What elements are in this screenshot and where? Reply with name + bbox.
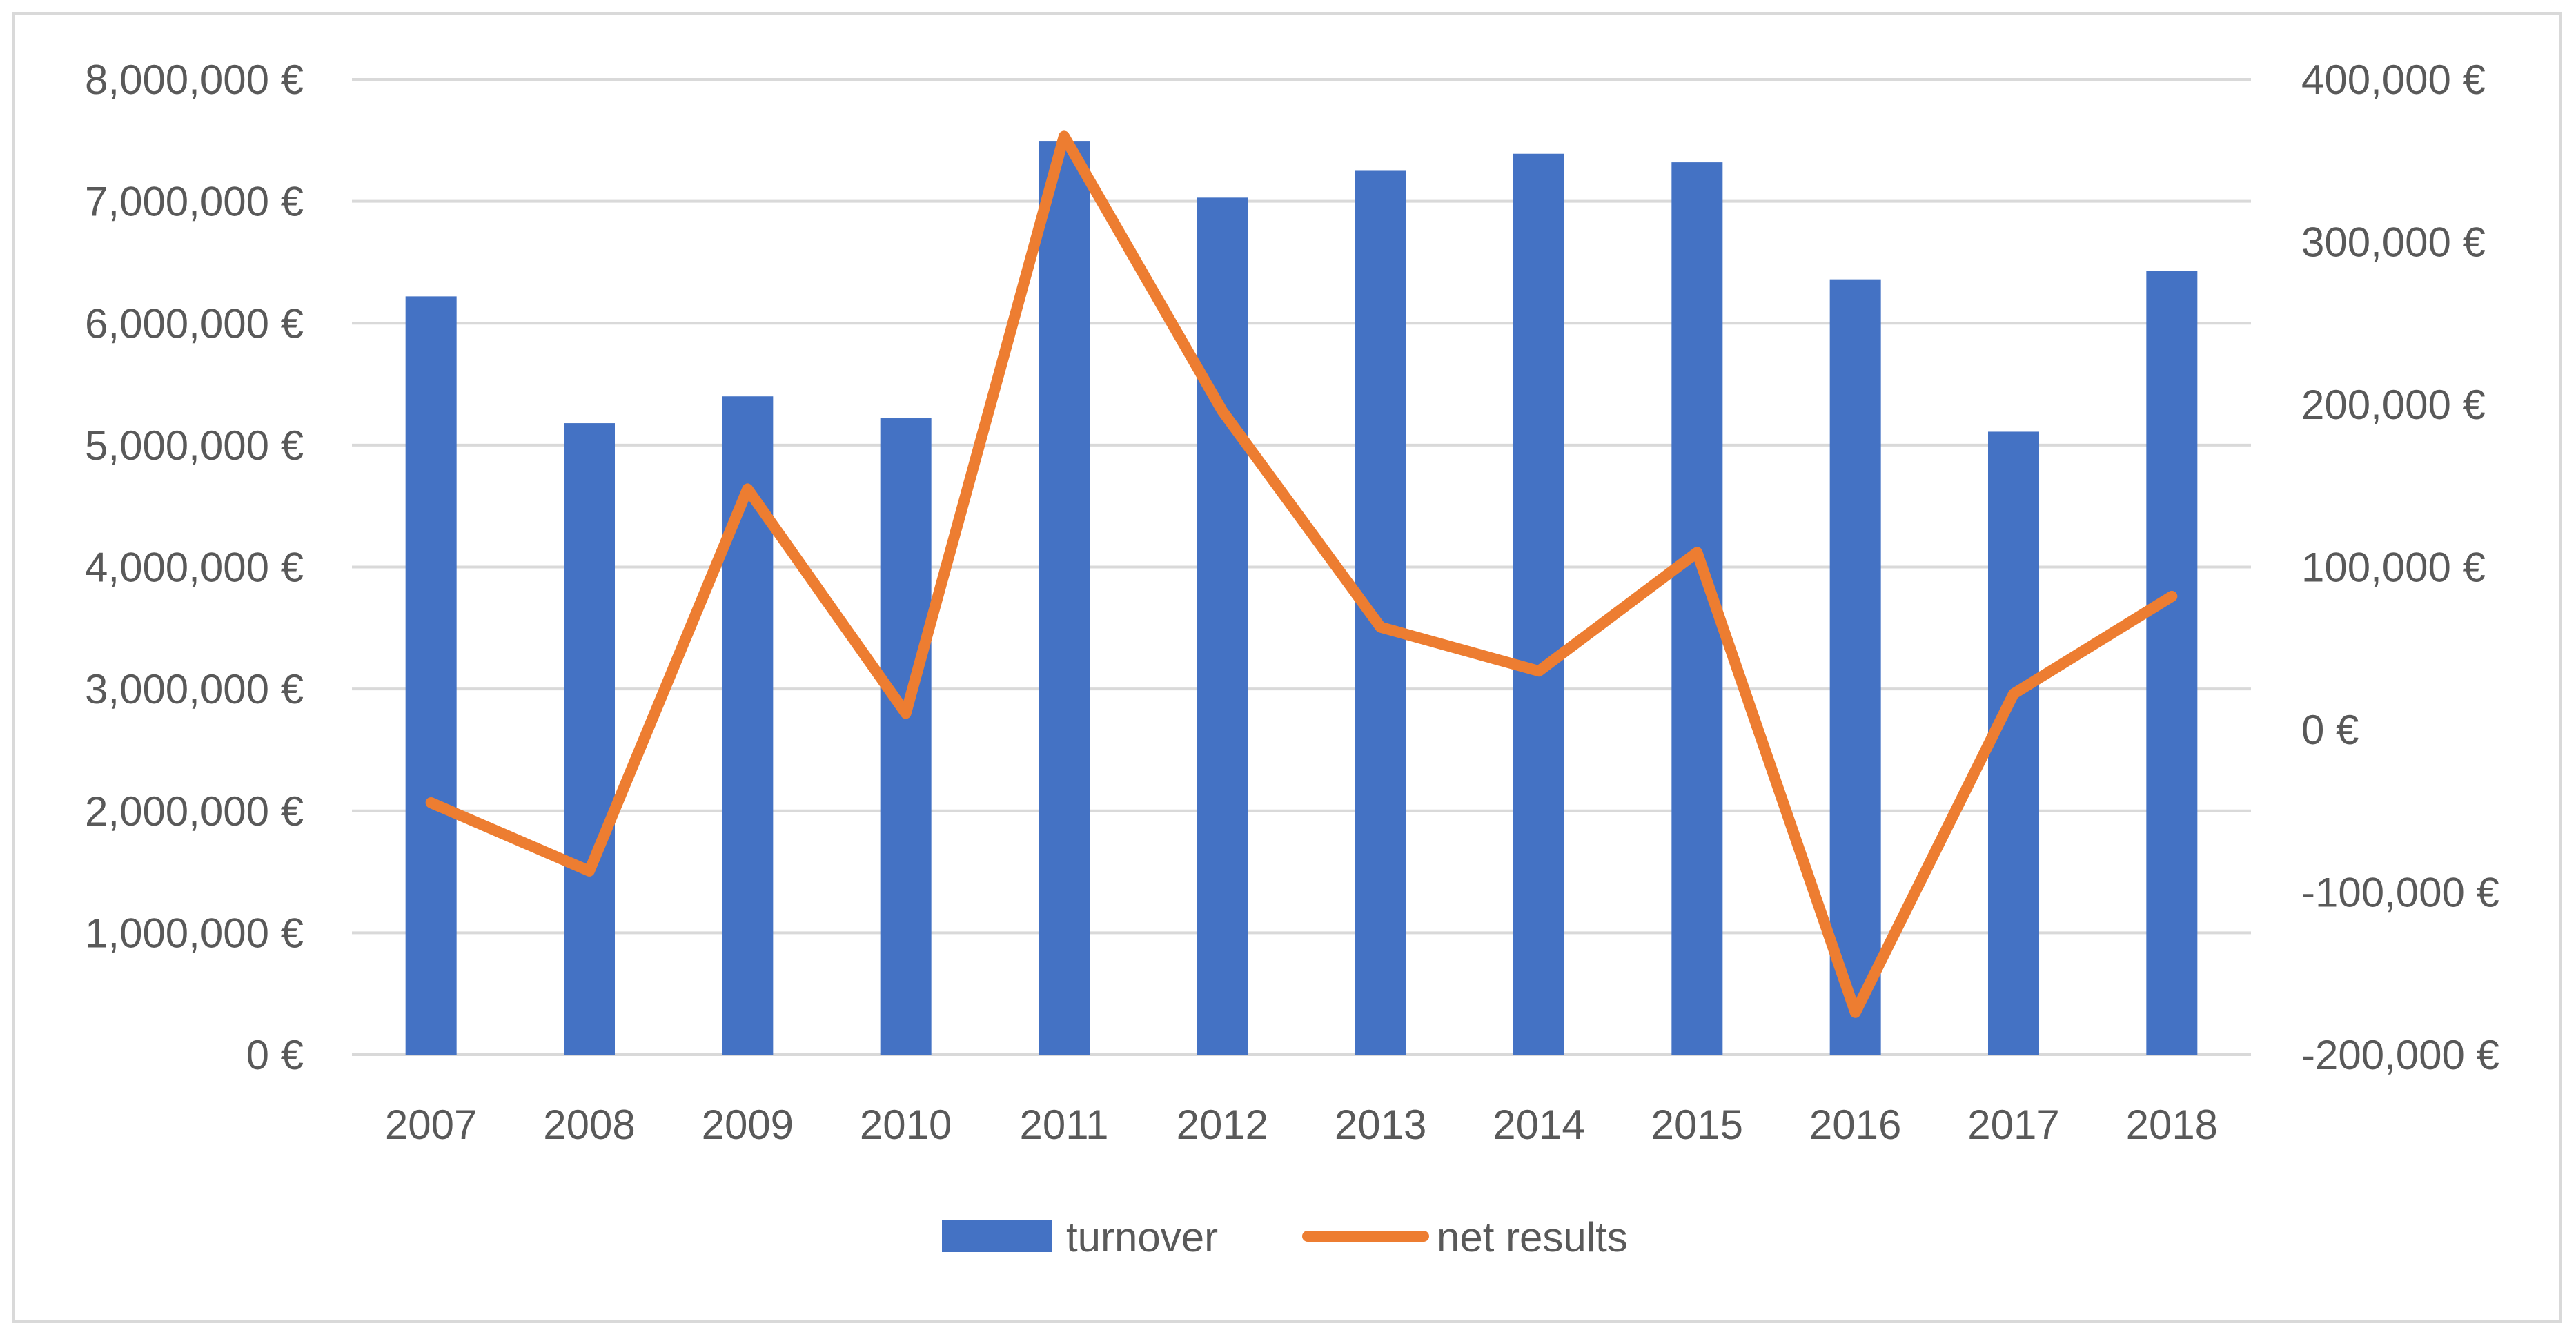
x-axis-tick-labels: 2007 2008 2009 2010 2011 2012 2013 2014 2015 2016… [385, 1102, 2218, 1148]
x-tick-label-2012: 2012 [1177, 1102, 1268, 1148]
turnover-bars [405, 141, 2198, 1055]
x-tick-label-2008: 2008 [543, 1102, 635, 1148]
right-tick-label: 0 € [2301, 707, 2359, 753]
turnover-bar-2010 [880, 418, 932, 1055]
legend-label-net-results: net results [1437, 1214, 1628, 1260]
turnover-bar-2017 [1988, 431, 2039, 1055]
left-tick-label: 0 € [246, 1032, 304, 1078]
left-tick-label: 6,000,000 € [85, 300, 304, 347]
left-tick-label: 7,000,000 € [85, 179, 304, 225]
x-tick-label-2017: 2017 [1967, 1102, 2059, 1148]
x-tick-label-2007: 2007 [385, 1102, 477, 1148]
turnover-bar-2007 [405, 296, 457, 1055]
right-tick-label: 200,000 € [2301, 382, 2486, 428]
net-results-line-layer [425, 130, 2178, 1018]
right-tick-label: 300,000 € [2301, 219, 2486, 266]
turnover-bar-2016 [1829, 279, 1881, 1055]
x-tick-label-2015: 2015 [1651, 1102, 1743, 1148]
left-axis-tick-labels: 0 € 1,000,000 € 2,000,000 € 3,000,000 € 4,00… [85, 57, 304, 1078]
left-tick-label: 5,000,000 € [85, 422, 304, 469]
x-tick-label-2016: 2016 [1809, 1102, 1901, 1148]
net-results-line [425, 130, 2178, 1018]
x-tick-label-2009: 2009 [702, 1102, 794, 1148]
x-tick-label-2013: 2013 [1335, 1102, 1426, 1148]
x-tick-label-2010: 2010 [860, 1102, 952, 1148]
gridlines [352, 78, 2251, 1056]
right-axis-tick-labels: -200,000 € -100,000 € 0 € 100,000 € 200,000 … [2301, 57, 2499, 1078]
left-tick-label: 1,000,000 € [85, 910, 304, 956]
turnover-bar-2014 [1513, 153, 1564, 1055]
right-tick-label: -100,000 € [2301, 870, 2499, 916]
turnover-bar-2018 [2146, 271, 2198, 1055]
turnover-bar-2011 [1039, 141, 1090, 1055]
turnover-bar-2013 [1355, 170, 1406, 1055]
left-tick-label: 8,000,000 € [85, 57, 304, 103]
legend: turnover net results [942, 1214, 1628, 1260]
right-tick-label: 100,000 € [2301, 545, 2486, 591]
turnover-bar-2008 [564, 423, 615, 1055]
legend-swatch-turnover [942, 1220, 1052, 1252]
left-tick-label: 3,000,000 € [85, 666, 304, 712]
x-tick-label-2011: 2011 [1019, 1102, 1108, 1148]
right-tick-label: 400,000 € [2301, 57, 2486, 103]
left-tick-label: 4,000,000 € [85, 545, 304, 591]
right-tick-label: -200,000 € [2301, 1032, 2499, 1078]
x-tick-label-2018: 2018 [2126, 1102, 2218, 1148]
legend-label-turnover: turnover [1066, 1214, 1218, 1260]
x-tick-label-2014: 2014 [1493, 1102, 1584, 1148]
left-tick-label: 2,000,000 € [85, 788, 304, 835]
turnover-bar-2012 [1197, 197, 1248, 1055]
